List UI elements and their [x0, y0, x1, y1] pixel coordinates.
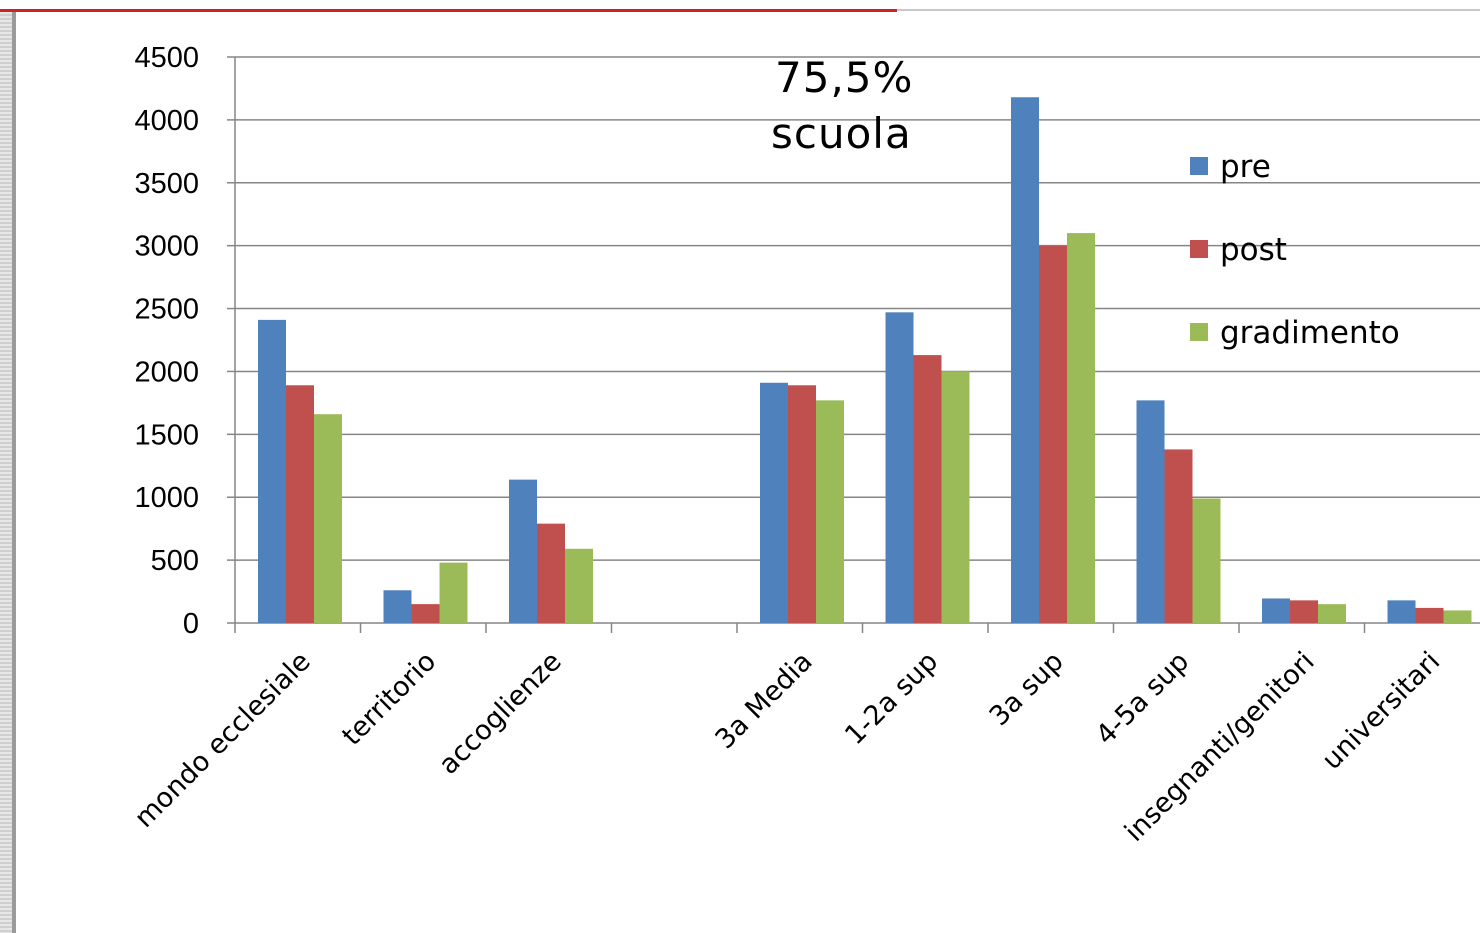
y-tick-label: 1000: [134, 482, 199, 514]
slide-left-border-inner: [12, 12, 16, 933]
legend: pre post gradimento: [1190, 149, 1400, 351]
y-tick-label: 3500: [134, 168, 199, 200]
bar-post: [788, 385, 816, 623]
bar-post: [411, 604, 440, 623]
category-label: mondo ecclesiale: [129, 646, 317, 834]
bar-pre: [509, 479, 537, 623]
bar-pre: [1387, 600, 1416, 623]
bar-pre: [1262, 598, 1290, 623]
bar-post: [1164, 449, 1193, 623]
category-label: 3a sup: [984, 646, 1070, 732]
legend-label-pre: pre: [1220, 149, 1271, 185]
bar-gradimento: [439, 562, 468, 623]
category-label: 4-5a sup: [1090, 646, 1195, 751]
bar-pre: [258, 319, 286, 623]
title-underline-gray: [897, 9, 1480, 11]
y-tick-label: 1500: [134, 419, 199, 451]
legend-swatch-gradimento: [1190, 323, 1208, 341]
y-tick-label: 500: [151, 545, 199, 577]
bar-gradimento: [565, 548, 593, 623]
y-tick-label: 4000: [134, 105, 199, 137]
gridlines: [227, 56, 1480, 624]
bar-post: [913, 355, 942, 623]
y-tick-label: 2500: [134, 294, 199, 326]
annotation-percent: 75,5%: [775, 53, 913, 102]
y-tick-label: 0: [183, 608, 199, 640]
legend-label-post: post: [1220, 232, 1287, 268]
bar-gradimento: [1067, 233, 1095, 624]
title-underline-red: [0, 9, 897, 12]
category-label: territorio: [336, 646, 442, 752]
category-label: 1-2a sup: [839, 646, 944, 751]
bar-post: [286, 385, 314, 623]
bar-post: [537, 523, 565, 623]
legend-label-gradimento: gradimento: [1220, 315, 1400, 351]
bar-gradimento: [816, 400, 844, 623]
bar-post: [1415, 607, 1444, 623]
bar-pre: [383, 590, 412, 623]
category-label: 3a Media: [710, 646, 819, 755]
y-tick-labels: 0 500 1000 1500 2000 2500 3000 3500 4000 4500: [134, 42, 199, 640]
bar-pre: [885, 312, 914, 623]
bar-post: [1039, 245, 1067, 623]
bar-gradimento: [1443, 610, 1472, 623]
bar-post: [1290, 600, 1318, 623]
slide-left-border: [0, 12, 12, 933]
bar-gradimento: [314, 414, 342, 623]
bar-pre: [1011, 97, 1039, 623]
category-label: accoglienze: [433, 646, 568, 781]
bar-gradimento: [1318, 604, 1346, 623]
bar-pre: [1136, 400, 1165, 623]
bar-pre: [760, 382, 788, 623]
bar-gradimento: [1192, 498, 1221, 623]
y-tick-label: 2000: [134, 356, 199, 388]
bar-gradimento: [941, 371, 970, 623]
legend-swatch-pre: [1190, 157, 1208, 175]
y-tick-label: 4500: [134, 42, 199, 74]
legend-swatch-post: [1190, 240, 1208, 258]
bars: [258, 97, 1472, 624]
annotation-label: scuola: [771, 109, 912, 158]
category-label: universitari: [1316, 646, 1446, 776]
y-tick-label: 3000: [134, 231, 199, 263]
